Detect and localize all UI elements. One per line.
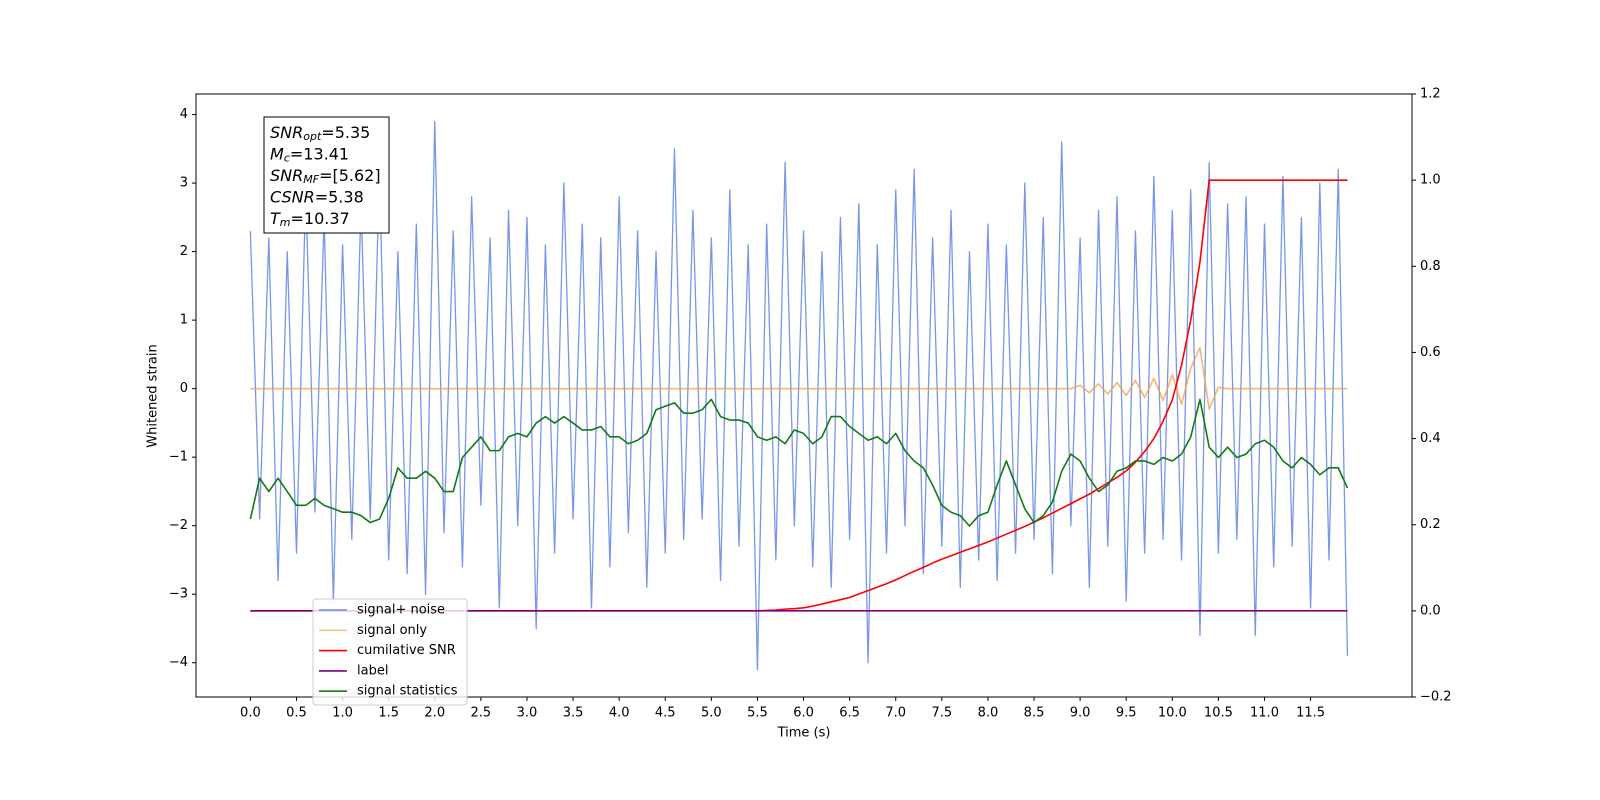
x-tick-label: 0.0 (240, 706, 261, 721)
annotation-subscript: MF (303, 173, 319, 186)
series-line (249, 120, 1349, 671)
x-tick-label: 11.5 (1296, 706, 1325, 721)
y2-tick-label: −0.2 (1420, 690, 1452, 705)
annotation-symbol: T (270, 209, 281, 228)
x-tick-label: 6.5 (839, 706, 860, 721)
annotation: Tm=10.37 (270, 209, 350, 230)
legend-label: signal+ noise (357, 603, 445, 618)
y-tick-label: 4 (180, 107, 188, 122)
y2-tick-label: 0.4 (1420, 431, 1441, 446)
y2-tick-label: 0.6 (1420, 345, 1441, 360)
x-tick-label: 3.0 (517, 706, 538, 721)
y-tick-label: 1 (180, 313, 188, 328)
y-tick-label: −2 (169, 518, 188, 533)
y-axis-label: Whitened strain (146, 344, 161, 447)
y2-tick-label: 0.0 (1420, 603, 1441, 618)
annotation-subscript: m (280, 216, 291, 229)
annotation-subscript: opt (303, 130, 322, 143)
x-tick-label: 8.5 (1024, 706, 1045, 721)
annotation-value: =13.41 (290, 144, 349, 163)
x-tick-label: 8.0 (978, 706, 999, 721)
y-tick-label: −3 (169, 587, 188, 602)
x-tick-label: 9.5 (1116, 706, 1137, 721)
x-tick-label: 4.0 (609, 706, 630, 721)
annotation-value: =[5.62] (319, 166, 381, 185)
annotation-symbol: SNR (270, 123, 303, 142)
x-tick-label: 10.5 (1204, 706, 1233, 721)
x-tick-label: 0.5 (286, 706, 307, 721)
y-tick-label: −4 (169, 655, 188, 670)
annotation-value: =5.38 (315, 187, 364, 206)
legend-box (312, 598, 468, 706)
annotation-subscript: c (284, 152, 290, 165)
legend-label: signal statistics (357, 684, 458, 699)
series-line (250, 346, 1348, 410)
legend-label: label (357, 663, 388, 678)
x-tick-label: 1.0 (332, 706, 353, 721)
x-axis-label: Time (s) (777, 726, 831, 741)
x-tick-label: 10.0 (1158, 706, 1187, 721)
x-tick-label: 9.0 (1070, 706, 1091, 721)
y-tick-label: 0 (180, 381, 188, 396)
x-tick-label: 7.0 (885, 706, 906, 721)
y-tick-label: −1 (169, 450, 188, 465)
y2-tick-label: 0.2 (1420, 517, 1441, 532)
annotation-value: =10.37 (291, 209, 350, 228)
y-tick-label: 2 (180, 244, 188, 259)
annotation-symbol: SNR (270, 166, 303, 185)
x-tick-label: 3.5 (563, 706, 584, 721)
annotation: Mc=13.41 (270, 144, 349, 165)
annotation-symbol: M (270, 144, 284, 163)
annotation-box (263, 116, 390, 234)
y2-tick-label: 0.8 (1420, 259, 1441, 274)
annotation: SNRMF=[5.62] (270, 166, 381, 187)
x-tick-label: 5.0 (701, 706, 722, 721)
x-tick-label: 5.5 (747, 706, 768, 721)
annotation: SNRopt=5.35 (270, 123, 370, 144)
x-tick-label: 2.5 (471, 706, 492, 721)
x-tick-label: 4.5 (655, 706, 676, 721)
x-tick-label: 2.0 (424, 706, 445, 721)
legend-label: cumilative SNR (357, 643, 456, 658)
y2-tick-label: 1.2 (1420, 87, 1441, 102)
annotation-symbol: CSNR (270, 187, 315, 206)
legend-label: signal only (357, 623, 427, 638)
x-tick-label: 7.5 (931, 706, 952, 721)
x-tick-label: 1.5 (378, 706, 399, 721)
series-line (249, 398, 1349, 527)
annotation-value: =5.35 (321, 123, 370, 142)
x-tick-label: 11.0 (1250, 706, 1279, 721)
y-tick-label: 3 (180, 176, 188, 191)
x-tick-label: 6.0 (793, 706, 814, 721)
y2-tick-label: 1.0 (1420, 173, 1441, 188)
annotation: CSNR=5.38 (270, 187, 364, 206)
